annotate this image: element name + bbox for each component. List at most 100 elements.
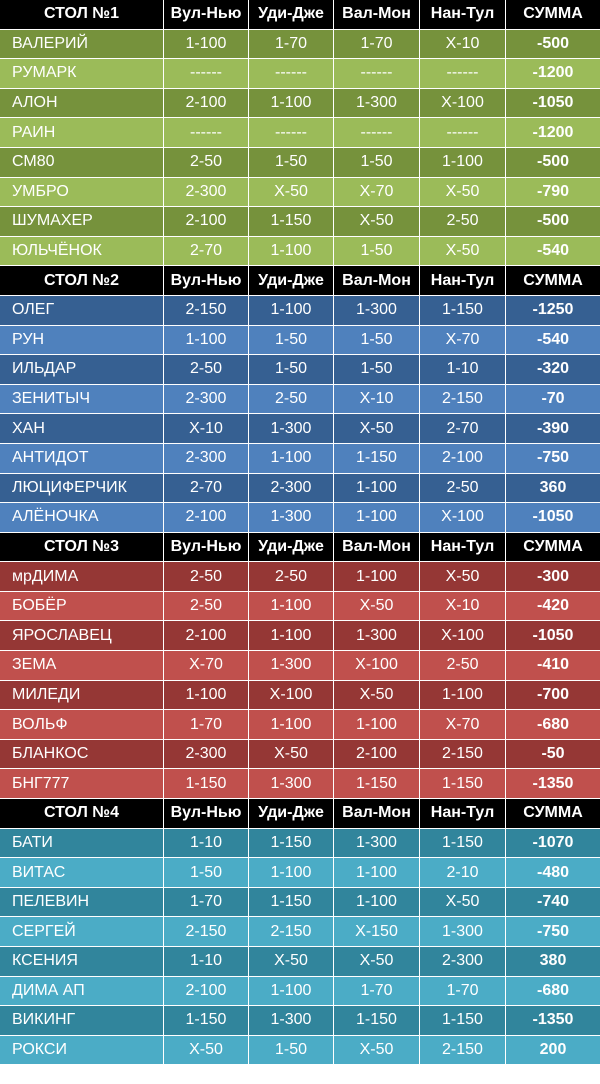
column-header: Вул-Нью xyxy=(164,266,249,295)
column-header: Нан-Тул xyxy=(420,532,506,562)
bet-cell: 1-100 xyxy=(164,680,249,710)
column-header: СУММА xyxy=(523,5,583,23)
bet-cell: ------ xyxy=(164,59,249,88)
bet-cell: 2-100 xyxy=(164,207,249,236)
bet-cell: 1-100 xyxy=(249,295,334,325)
bet-cell: 1-70 xyxy=(420,976,506,1006)
table-row: СЕРГЕЙ 2-150 2-150 Х-150 1-300 -750 xyxy=(0,917,600,947)
bet-cell: 2-50 xyxy=(164,147,249,177)
player-name: ЛЮЦИФЕРЧИК xyxy=(0,473,164,503)
bet-cell: 2-150 xyxy=(420,384,506,414)
column-header: Вал-Мон xyxy=(334,799,420,828)
table-title: СТОЛ №2 xyxy=(0,266,164,295)
bet-cell: 1-50 xyxy=(249,325,334,355)
table-row: ВАЛЕРИЙ 1-100 1-70 1-70 Х-10 -500 xyxy=(0,29,600,60)
player-name: АЛЁНОЧКА xyxy=(0,503,164,532)
bet-cell: 1-100 xyxy=(249,88,334,118)
bet-cell: Х-100 xyxy=(249,680,334,710)
bet-cell: 1-50 xyxy=(334,236,420,266)
column-header: Уди-Дже xyxy=(249,799,334,828)
bet-cell: 2-150 xyxy=(420,1035,506,1065)
player-name: БНГ777 xyxy=(0,769,164,799)
bet-cell: 1-100 xyxy=(334,710,420,739)
sum-cell: -700 xyxy=(536,685,570,703)
bet-cell: 1-150 xyxy=(420,828,506,858)
bet-cell: 1-50 xyxy=(249,355,334,384)
column-header: Вал-Мон xyxy=(334,0,420,29)
bet-cell: Х-50 xyxy=(249,177,334,207)
column-header: Уди-Дже xyxy=(249,266,334,295)
table-row: РОКСИ Х-50 1-50 Х-50 2-150 200 xyxy=(0,1035,600,1066)
bet-cell: 1-300 xyxy=(334,828,420,858)
player-name: ДИМА АП xyxy=(0,976,164,1006)
player-name: МИЛЕДИ xyxy=(0,680,164,710)
player-name: РУМАРК xyxy=(0,59,164,88)
bet-cell: Х-70 xyxy=(420,325,506,355)
player-name: УМБРО xyxy=(0,177,164,207)
bet-cell: Х-10 xyxy=(420,29,506,59)
bet-cell: Х-50 xyxy=(334,207,420,236)
table-title: СТОЛ №4 xyxy=(0,799,164,828)
bet-cell: 2-70 xyxy=(164,236,249,266)
column-header: СУММА xyxy=(523,537,583,555)
column-header: Вал-Мон xyxy=(334,532,420,562)
bet-cell: Х-50 xyxy=(334,414,420,443)
sum-cell: -500 xyxy=(536,153,570,171)
bet-cell: 1-10 xyxy=(164,828,249,858)
bet-cell: 2-50 xyxy=(249,384,334,414)
table-row: БАТИ 1-10 1-150 1-300 1-150 -1070 xyxy=(0,828,600,859)
table-row: ОЛЕГ 2-150 1-100 1-300 1-150 -1250 xyxy=(0,295,600,326)
player-name: БЛАНКОС xyxy=(0,739,164,769)
bet-cell: 1-50 xyxy=(334,355,420,384)
bet-cell: 2-150 xyxy=(164,295,249,325)
bet-cell: Х-100 xyxy=(420,88,506,118)
bet-cell: 1-100 xyxy=(334,858,420,887)
table-row: ВОЛЬФ 1-70 1-100 1-100 Х-70 -680 xyxy=(0,710,600,740)
bet-cell: 2-100 xyxy=(420,443,506,473)
table-row: УМБРО 2-300 Х-50 Х-70 Х-50 -790 xyxy=(0,177,600,208)
bet-cell: 1-100 xyxy=(249,591,334,621)
sum-cell: -750 xyxy=(536,449,570,467)
table-row: ВИКИНГ 1-150 1-300 1-150 1-150 -1350 xyxy=(0,1006,600,1036)
bet-cell: 1-150 xyxy=(164,769,249,799)
bet-cell: 1-300 xyxy=(249,769,334,799)
table-2: СТОЛ №2 Вул-Нью Уди-Дже Вал-Мон Нан-Тул СУММА… xyxy=(0,266,600,533)
bet-cell: Х-100 xyxy=(334,651,420,680)
bet-cell: 1-70 xyxy=(164,710,249,739)
column-header: Нан-Тул xyxy=(420,0,506,29)
bet-cell: 1-100 xyxy=(249,858,334,887)
bet-cell: 1-300 xyxy=(334,295,420,325)
sum-cell: -50 xyxy=(541,745,565,763)
bet-cell: 1-50 xyxy=(249,1035,334,1065)
bet-cell: Х-50 xyxy=(249,739,334,769)
table-row: ЛЮЦИФЕРЧИК 2-70 2-300 1-100 2-50 360 xyxy=(0,473,600,504)
player-name: СЕРГЕЙ xyxy=(0,917,164,946)
column-header: СУММА xyxy=(523,804,583,822)
sum-cell: -680 xyxy=(536,715,570,733)
player-name: ЯРОСЛАВЕЦ xyxy=(0,621,164,651)
bet-cell: 1-300 xyxy=(249,414,334,443)
bet-cell: 1-50 xyxy=(249,147,334,177)
bet-cell: Х-50 xyxy=(164,1035,249,1065)
table-row: ИЛЬДАР 2-50 1-50 1-50 1-10 -320 xyxy=(0,355,600,385)
table-row: АНТИДОТ 2-300 1-100 1-150 2-100 -750 xyxy=(0,443,600,474)
sum-cell: -500 xyxy=(536,212,570,230)
bet-cell: Х-50 xyxy=(334,591,420,621)
table-row: ДИМА АП 2-100 1-100 1-70 1-70 -680 xyxy=(0,976,600,1007)
bet-cell: 1-150 xyxy=(420,295,506,325)
sum-cell: -300 xyxy=(536,567,570,585)
table-4: СТОЛ №4 Вул-Нью Уди-Дже Вал-Мон Нан-Тул СУММА… xyxy=(0,799,600,1066)
bet-cell: 1-100 xyxy=(164,325,249,355)
bet-cell: 2-50 xyxy=(164,591,249,621)
bet-cell: Х-70 xyxy=(164,651,249,680)
player-name: РУН xyxy=(0,325,164,355)
column-header: Вул-Нью xyxy=(164,0,249,29)
bet-cell: 1-70 xyxy=(249,29,334,59)
column-header: Нан-Тул xyxy=(420,266,506,295)
bet-cell: 1-150 xyxy=(334,443,420,473)
table-header-row: СТОЛ №2 Вул-Нью Уди-Дже Вал-Мон Нан-Тул СУММА xyxy=(0,266,600,296)
table-row: КСЕНИЯ 1-10 Х-50 Х-50 2-300 380 xyxy=(0,947,600,977)
player-name: АЛОН xyxy=(0,88,164,118)
player-name: мрДИМА xyxy=(0,562,164,591)
column-header: Уди-Дже xyxy=(249,532,334,562)
